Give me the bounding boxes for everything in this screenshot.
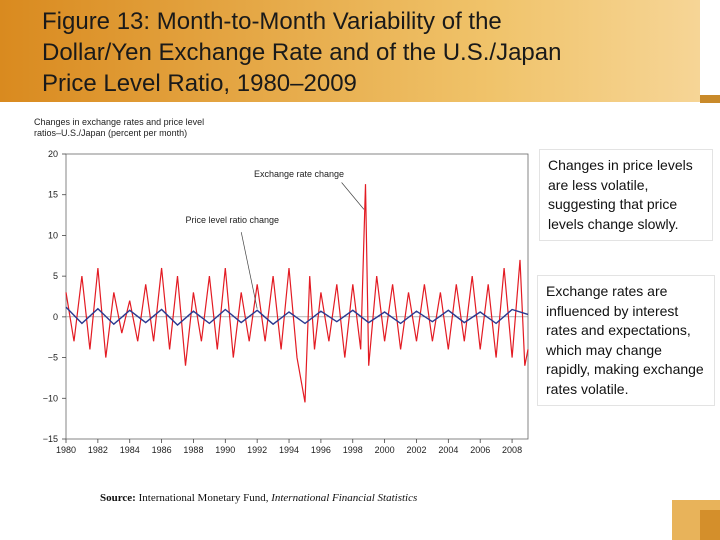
title-line-3: Price Level Ratio, 1980–2009 — [42, 70, 357, 97]
y-tick-label: −10 — [43, 393, 58, 403]
price-level-line — [65, 306, 529, 326]
plot-frame — [65, 153, 529, 440]
x-tick-label: 1988 — [183, 445, 203, 455]
y-tick-label: 20 — [48, 149, 58, 159]
y-axis-label: Changes in exchange rates and price leve… — [34, 117, 254, 139]
annotation-exchange-rate: Exchange rate change — [254, 169, 344, 179]
y-tick-label: 10 — [48, 230, 58, 240]
source-text: International Monetary Fund, — [138, 492, 269, 504]
y-tick-label: 0 — [53, 312, 58, 322]
x-tick-label: 1992 — [247, 445, 267, 455]
x-tick-label: 1990 — [215, 445, 235, 455]
x-tick-label: 1996 — [311, 445, 331, 455]
chart-annotations: Exchange rate change Price level ratio ch… — [185, 169, 365, 309]
y-axis-label-line-2: ratios–U.S./Japan (percent per month) — [34, 128, 188, 138]
x-tick-label: 1980 — [56, 445, 76, 455]
y-tick-label: −5 — [48, 353, 58, 363]
x-tick-label: 2008 — [502, 445, 522, 455]
y-tick-label: 5 — [53, 271, 58, 281]
x-tick-label: 2000 — [375, 445, 395, 455]
title-line-2: Dollar/Yen Exchange Rate and of the U.S.… — [42, 39, 562, 66]
y-tick-label: −15 — [43, 434, 58, 444]
title-accent-bar — [700, 95, 720, 103]
title-banner — [0, 0, 700, 102]
note-exchange-rates: Exchange rates are influenced by interes… — [538, 276, 714, 405]
note-price-levels: Changes in price levels are less volatil… — [540, 150, 712, 240]
annotation-price-level: Price level ratio change — [185, 215, 279, 225]
source-citation: Source: International Monetary Fund, Int… — [100, 492, 417, 504]
x-tick-label: 2002 — [406, 445, 426, 455]
y-axis-label-line-1: Changes in exchange rates and price leve… — [34, 117, 205, 127]
chart-series — [65, 184, 529, 403]
x-tick-label: 2006 — [470, 445, 490, 455]
x-tick-label: 1998 — [343, 445, 363, 455]
source-publication: International Financial Statistics — [271, 492, 418, 504]
title-line-1: Figure 13: Month-to-Month Variability of… — [42, 8, 502, 35]
annotation-price-level-leader — [240, 232, 258, 309]
x-tick-label: 1986 — [152, 445, 172, 455]
y-tick-label: 15 — [48, 190, 58, 200]
x-tick-label: 1982 — [88, 445, 108, 455]
slide-title: Figure 13: Month-to-Month Variability of… — [42, 6, 692, 99]
exchange-rate-line — [65, 184, 529, 403]
corner-decoration-dark — [700, 510, 720, 540]
annotation-exchange-rate-leader — [341, 182, 365, 210]
source-label: Source: — [100, 492, 136, 504]
x-tick-label: 1984 — [120, 445, 140, 455]
x-tick-label: 1994 — [279, 445, 299, 455]
x-tick-label: 2004 — [438, 445, 458, 455]
